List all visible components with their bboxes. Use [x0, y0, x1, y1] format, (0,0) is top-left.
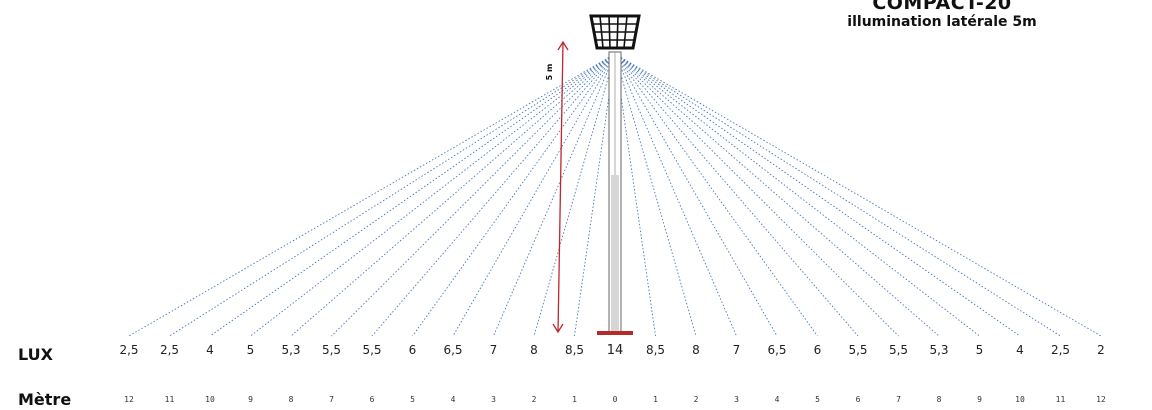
metre-value: 7: [896, 395, 901, 404]
lux-value: 14: [606, 343, 624, 358]
lux-value: 8,5: [564, 343, 585, 357]
light-ray: [128, 53, 616, 337]
lux-value: 6,5: [443, 343, 463, 357]
metre-value: 10: [205, 395, 215, 404]
lux-value: 2,5: [1050, 343, 1071, 357]
light-ray: [614, 53, 778, 337]
lux-value: 5,3: [281, 343, 301, 357]
light-ray: [493, 53, 616, 337]
lux-value: 6: [813, 343, 822, 357]
metre-value: 6: [855, 395, 861, 404]
lux-value: 7: [732, 343, 741, 357]
metre-row-label: Mètre: [18, 390, 72, 409]
metre-value: 6: [369, 395, 375, 404]
lux-value: 2,5: [159, 343, 180, 357]
light-ray: [614, 53, 1061, 337]
metre-value: 9: [248, 395, 253, 404]
lux-value: 2,5: [119, 343, 139, 357]
lamp-head-icon: [589, 14, 641, 50]
light-ray: [614, 53, 697, 337]
light-ray: [614, 53, 1021, 337]
metre-value: 10: [1015, 395, 1025, 404]
metre-value: 11: [1055, 395, 1066, 404]
metre-value: 7: [329, 395, 334, 404]
lux-value: 8,5: [645, 343, 666, 357]
light-ray: [412, 53, 616, 337]
lux-value: 5,5: [362, 343, 382, 357]
light-ray: [169, 53, 616, 337]
pole-lower-shade: [611, 175, 619, 332]
lamp-pole: [597, 51, 633, 335]
subtitle: illumination latérale 5m: [847, 14, 1037, 30]
lux-value: 2: [1097, 343, 1105, 357]
lux-value: 5,5: [848, 343, 868, 357]
metre-value: 4: [450, 395, 456, 404]
height-label: 5 m: [545, 64, 554, 81]
metre-value: 5: [815, 395, 820, 404]
metre-value: 3: [491, 395, 496, 404]
lux-value: 4: [1016, 343, 1024, 357]
light-ray: [614, 53, 737, 337]
lux-value: 6: [408, 343, 417, 357]
light-ray: [614, 53, 1102, 337]
lux-value: 5,5: [888, 343, 909, 357]
metre-value: 1: [653, 395, 658, 404]
lux-row-label: LUX: [18, 345, 53, 364]
lux-value: 7: [489, 343, 498, 357]
light-ray: [209, 53, 616, 337]
lux-value: 6,5: [767, 343, 787, 357]
light-ray: [290, 53, 616, 337]
diagram-title: COMPACT-20 illumination latérale 5m: [822, 0, 1062, 30]
metre-value: 0: [612, 395, 618, 404]
light-ray: [614, 53, 899, 337]
model-name: COMPACT-20: [872, 0, 1012, 14]
light-rays: [128, 53, 1102, 337]
light-ray: [614, 53, 859, 337]
metre-value: 8: [288, 395, 294, 404]
light-ray: [452, 53, 616, 337]
metre-value: 11: [164, 395, 175, 404]
light-ray: [371, 53, 616, 337]
metre-value: 4: [774, 395, 780, 404]
lux-value: 8: [530, 343, 538, 357]
metre-value: 1: [572, 395, 577, 404]
lux-value: 5: [246, 343, 255, 357]
metre-value: 8: [936, 395, 942, 404]
metre-value: 9: [977, 395, 982, 404]
light-ray: [331, 53, 616, 337]
metre-value: 5: [410, 395, 415, 404]
lux-value: 4: [206, 343, 214, 357]
lux-value: 8: [692, 343, 700, 357]
pole-base: [597, 331, 633, 335]
metre-value: 12: [124, 395, 134, 404]
metre-value: 2: [693, 395, 699, 404]
lux-value: 5,5: [321, 343, 342, 357]
metre-value: 2: [531, 395, 537, 404]
light-ray: [614, 53, 818, 337]
lux-value: 5,3: [929, 343, 949, 357]
metre-value: 3: [734, 395, 739, 404]
metre-value: 12: [1096, 395, 1106, 404]
lux-value: 5: [975, 343, 984, 357]
light-ray: [614, 53, 980, 337]
light-ray: [614, 53, 940, 337]
light-ray: [533, 53, 616, 337]
height-arrow: 5 m: [545, 40, 569, 334]
